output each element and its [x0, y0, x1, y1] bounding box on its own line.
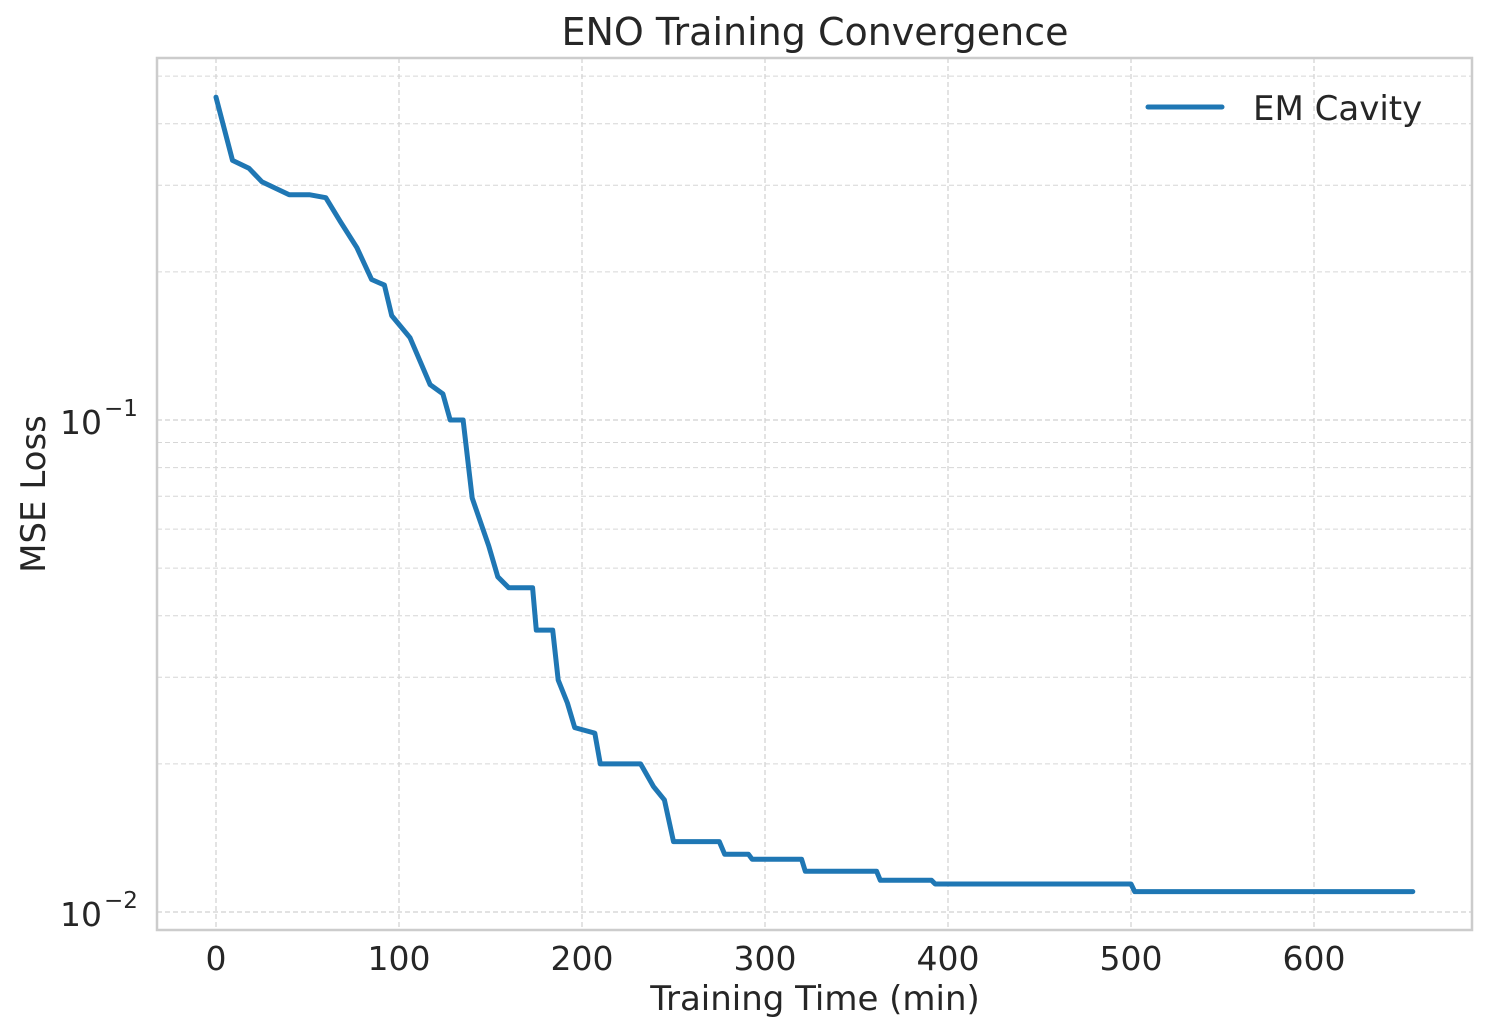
grid	[157, 58, 1472, 930]
x-tick-labels: 0 100 200 300 400 500 600	[206, 939, 1346, 978]
x-tick-label: 600	[1283, 939, 1346, 978]
plot-frame	[155, 56, 1474, 932]
y-axis-label: MSE Loss	[14, 415, 54, 573]
chart-title: ENO Training Convergence	[562, 10, 1069, 54]
x-tick-label: 500	[1100, 939, 1163, 978]
y-tick-exponent: −1	[104, 396, 138, 422]
x-tick-label: 100	[368, 939, 431, 978]
legend-label-em-cavity: EM Cavity	[1253, 89, 1422, 129]
series-line-em-cavity	[213, 94, 1416, 895]
y-tick-exponent: −2	[104, 888, 138, 914]
x-axis-label: Training Time (min)	[649, 979, 980, 1019]
y-tick-label: 10	[60, 403, 102, 442]
x-tick-label: 300	[734, 939, 797, 978]
x-tick-label: 200	[551, 939, 614, 978]
x-tick-label: 400	[917, 939, 980, 978]
legend: EM Cavity	[1145, 89, 1422, 129]
y-tick-label: 10	[60, 895, 102, 934]
x-tick-label: 0	[206, 939, 227, 978]
y-tick-labels: 10−110−2	[60, 396, 138, 934]
